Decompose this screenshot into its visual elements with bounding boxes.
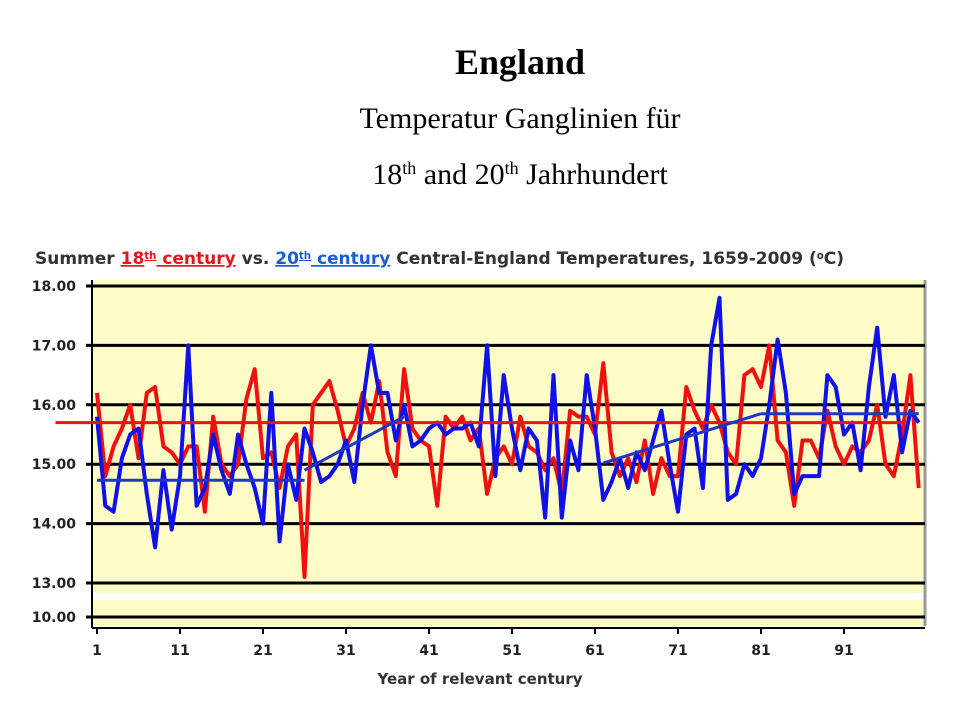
x-tick-label: 31	[336, 643, 355, 659]
trend-line	[602, 412, 762, 465]
text-segment: Jahrhundert	[519, 158, 669, 191]
text-segment: Summer	[35, 249, 121, 269]
y-tick-label: 17.00	[32, 338, 77, 354]
text-segment: C)	[824, 249, 844, 269]
text-segment: th	[299, 251, 311, 262]
y-tick-label: 15.00	[32, 457, 77, 473]
page-title: England	[455, 42, 585, 82]
chart-title: Summer 18th century vs. 20th century Cen…	[35, 249, 844, 269]
text-segment: th	[505, 158, 519, 178]
y-tick-label: 14.00	[32, 517, 77, 533]
text-segment: 18	[372, 158, 402, 191]
x-tick-label: 71	[668, 643, 687, 659]
y-tick-label: 13.00	[32, 576, 77, 592]
y-tick-label: 10.00	[32, 610, 77, 626]
x-tick-label: 61	[585, 643, 604, 659]
text-segment: th	[144, 251, 156, 262]
text-segment: century	[311, 249, 390, 269]
x-tick-label: 91	[834, 643, 853, 659]
x-tick-label: 1	[92, 643, 102, 659]
trend-line	[303, 415, 405, 472]
text-segment: 18	[121, 249, 145, 269]
y-tick-label: 16.00	[32, 398, 77, 414]
x-tick-label: 11	[170, 643, 189, 659]
x-tick-label: 51	[502, 643, 521, 659]
y-tick-label: 18.00	[32, 279, 77, 295]
x-tick-label: 81	[751, 643, 770, 659]
text-segment: and 20	[416, 158, 504, 191]
x-tick-label: 21	[253, 643, 272, 659]
series-line	[95, 295, 921, 550]
x-axis-label: Year of relevant century	[376, 670, 582, 688]
page-subtitle-2: 18th and 20th Jahrhundert	[372, 158, 668, 191]
plot-background	[92, 280, 925, 593]
text-segment: th	[402, 158, 416, 178]
page-subtitle: Temperatur Ganglinien für	[359, 102, 680, 135]
x-tick-label: 41	[419, 643, 438, 659]
text-segment: Central-England Temperatures, 1659-2009 …	[390, 249, 816, 269]
text-segment: o	[817, 251, 824, 262]
text-segment: vs.	[236, 249, 276, 269]
break-background	[92, 600, 925, 626]
text-segment: century	[156, 249, 235, 269]
text-segment: 20	[275, 249, 299, 269]
